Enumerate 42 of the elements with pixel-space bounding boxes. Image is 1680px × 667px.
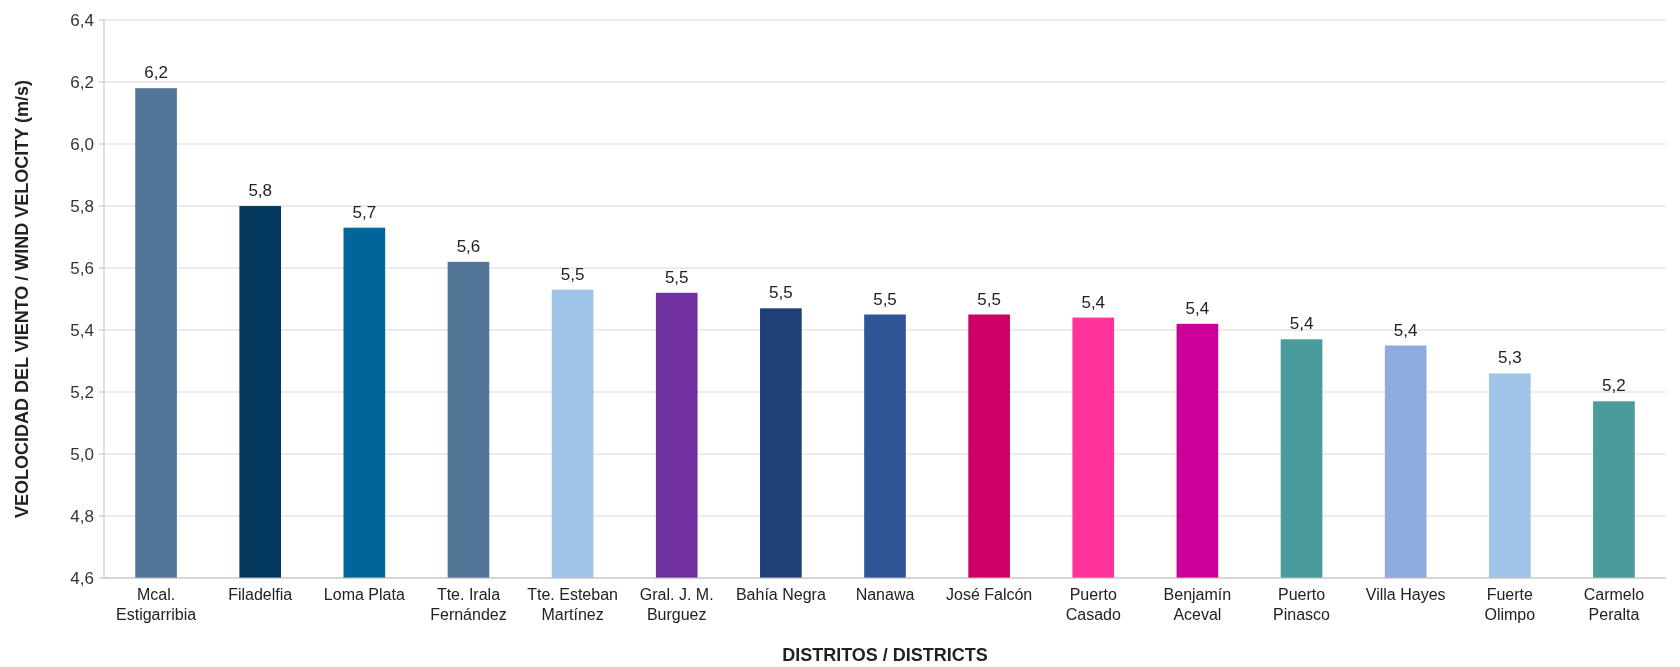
y-tick-label: 5,8 [70,196,94,216]
x-tick-label: Loma Plata [323,586,405,603]
y-tick-label: 5,0 [70,444,94,464]
x-tick-label: Mcal. Estigarribia [116,586,197,623]
x-tick-label: Benjamín Aceval [1163,586,1232,623]
data-label: 5,2 [1602,376,1626,396]
data-label: 5,8 [248,181,273,200]
data-label: 5,7 [352,202,377,222]
y-tick-label: 4,8 [70,506,94,526]
y-tick-label: 6,0 [70,134,94,154]
x-tick-label: Tte. Irala Fernández [430,586,507,623]
data-label: 5,5 [977,289,1001,309]
y-tick-label: 6,4 [70,10,94,30]
data-label: 5,4 [1185,298,1210,318]
data-label: 5,3 [1497,348,1522,368]
data-label: 5,5 [873,289,897,309]
x-tick-label: José Falcón [946,586,1033,603]
x-axis-title: DISTRITOS / DISTRICTS [782,645,988,665]
data-label: 5,5 [769,283,793,303]
data-label: 5,4 [1393,320,1418,340]
x-tick-label: Carmelo Peralta [1583,586,1645,623]
y-tick-label: 5,4 [70,320,94,340]
x-tick-label: Gral. J. M. Burguez [639,586,714,623]
x-tick-label: Puerto Pinasco [1273,586,1331,623]
x-tick-label: Bahía Negra [735,586,826,603]
data-label: 5,6 [456,236,481,256]
data-label: 5,4 [1081,292,1106,312]
x-tick-label: Filadelfia [228,586,293,603]
x-tick-label: Fuerte Olimpo [1484,586,1536,623]
y-tick-label: 6,2 [70,72,94,92]
x-tick-label: Puerto Casado [1065,586,1121,623]
x-tick-label: Villa Hayes [1365,586,1446,603]
y-axis-title: VEOLOCIDAD DEL VIENTO / WIND VELOCITY (m/s) [12,79,32,519]
data-label: 5,4 [1289,314,1314,334]
y-tick-label: 5,6 [70,258,94,278]
x-tick-label: Nanawa [855,586,915,603]
data-label: 6,2 [144,63,168,83]
y-tick-label: 5,2 [70,382,94,402]
y-tick-label: 4,6 [70,568,94,588]
x-tick-label: Tte. Esteban Martínez [527,586,618,623]
data-label: 5,5 [560,264,585,284]
data-label: 5,5 [664,267,689,287]
